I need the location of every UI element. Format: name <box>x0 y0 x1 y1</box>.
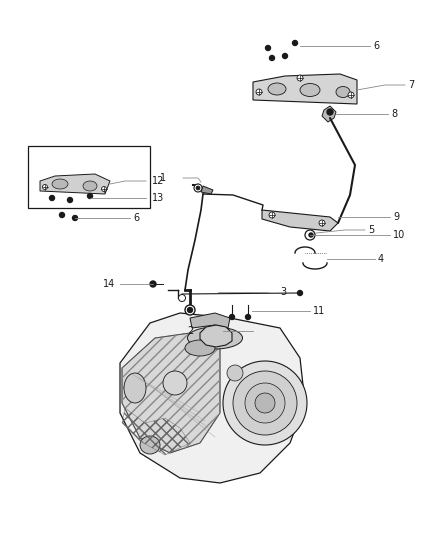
Polygon shape <box>322 106 336 122</box>
Ellipse shape <box>187 327 243 349</box>
Polygon shape <box>40 174 110 194</box>
Circle shape <box>150 281 156 287</box>
Polygon shape <box>122 333 220 453</box>
Text: 10: 10 <box>393 230 405 240</box>
Circle shape <box>60 213 64 217</box>
Polygon shape <box>200 325 232 347</box>
Circle shape <box>348 92 354 98</box>
Text: 8: 8 <box>391 109 397 119</box>
Polygon shape <box>190 313 230 328</box>
Ellipse shape <box>140 436 160 454</box>
Circle shape <box>245 383 285 423</box>
Polygon shape <box>120 313 305 483</box>
Text: 11: 11 <box>313 306 325 316</box>
Text: 12: 12 <box>152 176 164 186</box>
Circle shape <box>297 290 303 295</box>
Ellipse shape <box>124 373 146 403</box>
Circle shape <box>269 212 275 218</box>
Circle shape <box>223 361 307 445</box>
Circle shape <box>269 55 275 61</box>
Circle shape <box>42 184 47 190</box>
Circle shape <box>49 196 54 200</box>
Text: 14: 14 <box>103 279 115 289</box>
Circle shape <box>233 371 297 435</box>
Polygon shape <box>262 210 338 231</box>
Circle shape <box>305 230 315 240</box>
Circle shape <box>163 371 187 395</box>
Circle shape <box>67 198 73 203</box>
Circle shape <box>227 365 243 381</box>
Text: 13: 13 <box>152 193 164 203</box>
Circle shape <box>73 215 78 221</box>
Ellipse shape <box>83 181 97 191</box>
Circle shape <box>297 75 303 81</box>
Bar <box>28 146 150 208</box>
Ellipse shape <box>268 83 286 95</box>
Circle shape <box>230 314 234 319</box>
Circle shape <box>319 220 325 226</box>
Circle shape <box>283 53 287 59</box>
Circle shape <box>327 109 333 115</box>
Text: 1: 1 <box>160 173 166 183</box>
Circle shape <box>256 89 262 95</box>
Circle shape <box>187 308 192 312</box>
Circle shape <box>194 184 202 192</box>
Text: 9: 9 <box>393 212 399 222</box>
Ellipse shape <box>52 179 68 189</box>
Circle shape <box>88 193 92 198</box>
Ellipse shape <box>300 84 320 96</box>
Text: 2: 2 <box>187 326 193 336</box>
Text: 3: 3 <box>280 287 286 297</box>
Ellipse shape <box>185 340 215 356</box>
Circle shape <box>255 393 275 413</box>
Circle shape <box>179 295 186 302</box>
Circle shape <box>196 186 200 190</box>
Polygon shape <box>201 186 213 194</box>
Circle shape <box>309 233 313 237</box>
Circle shape <box>265 45 271 51</box>
Ellipse shape <box>336 86 350 98</box>
Text: 5: 5 <box>368 225 374 235</box>
Polygon shape <box>253 74 357 104</box>
Circle shape <box>102 187 106 191</box>
Circle shape <box>293 41 297 45</box>
Text: 7: 7 <box>408 80 414 90</box>
Text: 6: 6 <box>373 41 379 51</box>
Circle shape <box>246 314 251 319</box>
Circle shape <box>185 305 195 315</box>
Text: 4: 4 <box>378 254 384 264</box>
Text: 6: 6 <box>133 213 139 223</box>
